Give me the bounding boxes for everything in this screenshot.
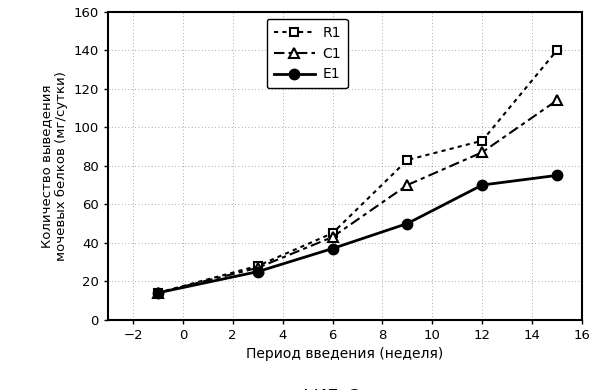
E1 bbox=[329, 246, 336, 251]
Legend: R1, C1, E1: R1, C1, E1 bbox=[266, 19, 348, 89]
Y-axis label: Количество выведения
мочевых белков (мг/сутки): Количество выведения мочевых белков (мг/… bbox=[40, 71, 68, 261]
R1 bbox=[479, 138, 486, 143]
Line: E1: E1 bbox=[153, 170, 562, 298]
Line: R1: R1 bbox=[154, 46, 561, 297]
R1 bbox=[553, 48, 560, 53]
R1 bbox=[404, 158, 411, 162]
R1 bbox=[154, 291, 161, 295]
C1 bbox=[404, 183, 411, 187]
C1 bbox=[553, 98, 560, 103]
E1 bbox=[404, 221, 411, 226]
E1 bbox=[154, 291, 161, 295]
E1 bbox=[479, 183, 486, 187]
R1 bbox=[254, 264, 261, 268]
E1 bbox=[254, 269, 261, 274]
C1 bbox=[329, 235, 336, 239]
Text: ФИГ. 2: ФИГ. 2 bbox=[299, 388, 361, 390]
Line: C1: C1 bbox=[153, 96, 562, 298]
E1 bbox=[553, 173, 560, 178]
C1 bbox=[254, 266, 261, 270]
X-axis label: Период введения (неделя): Период введения (неделя) bbox=[247, 347, 443, 362]
C1 bbox=[154, 291, 161, 295]
R1 bbox=[329, 231, 336, 236]
C1 bbox=[479, 150, 486, 154]
